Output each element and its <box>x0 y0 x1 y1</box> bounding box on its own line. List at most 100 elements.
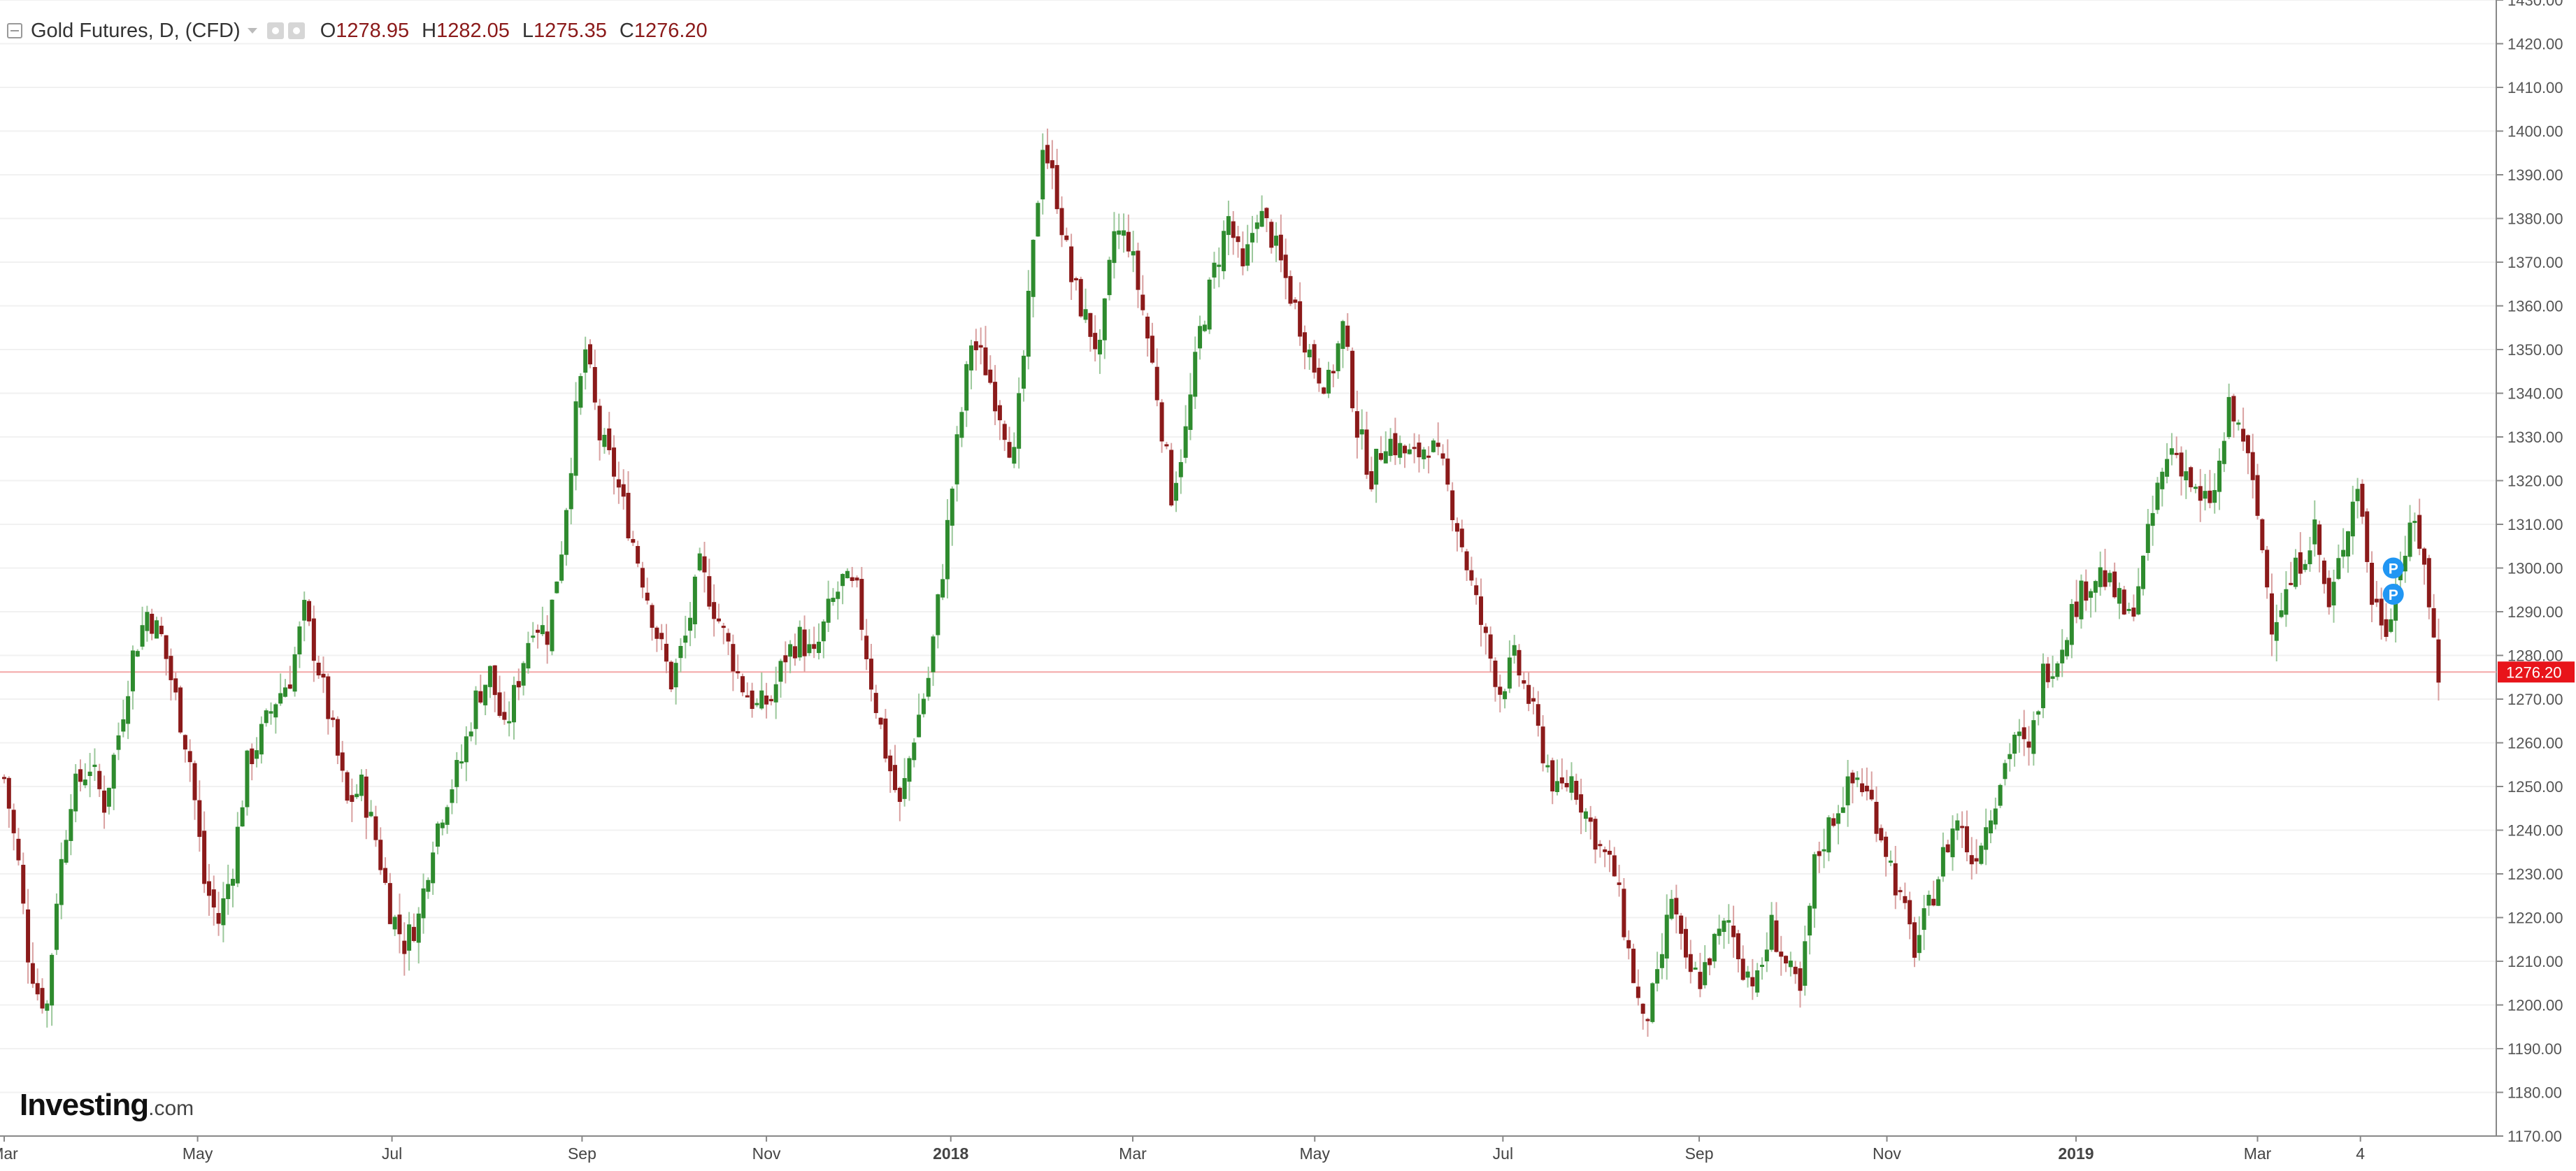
candle-body <box>1989 820 1994 834</box>
y-tick-label: 1190.00 <box>2507 1040 2562 1058</box>
candle-body <box>1050 160 1054 168</box>
symbol-title[interactable]: Gold Futures, D, (CFD) <box>31 19 241 42</box>
close-icon[interactable] <box>287 22 305 39</box>
candle-body <box>2360 484 2365 517</box>
candle-body <box>2284 589 2289 615</box>
candle-body <box>564 510 568 555</box>
candle-body <box>997 405 1002 421</box>
candle-body <box>516 681 521 688</box>
chevron-down-icon[interactable] <box>247 28 257 34</box>
candle-body <box>50 954 55 1006</box>
candle-body <box>2179 452 2184 477</box>
candle-body <box>255 750 259 759</box>
candle-body <box>1422 449 1426 459</box>
candle-body <box>492 665 497 696</box>
candle-body <box>1817 851 1822 856</box>
candle-body <box>11 810 16 833</box>
candle-body <box>2008 754 2012 759</box>
candle-body <box>1774 920 1779 952</box>
candle-body <box>2217 460 2222 492</box>
candle-body <box>1112 231 1117 264</box>
candle-body <box>464 736 468 763</box>
candle-body <box>817 641 822 654</box>
candle-body <box>1922 908 1926 931</box>
y-tick-label: 1260.00 <box>2507 735 2563 752</box>
candle-body <box>1164 444 1169 447</box>
candle-body <box>1884 836 1889 857</box>
candle-body <box>1240 248 1245 266</box>
candle-body <box>269 711 273 714</box>
candle-body <box>2031 720 2036 754</box>
candle-body <box>716 618 721 622</box>
settings-icon[interactable] <box>266 22 284 39</box>
candle-body <box>1603 849 1608 852</box>
candle-body <box>1722 920 1726 933</box>
candle-body <box>35 983 40 995</box>
candle-body <box>407 924 412 951</box>
candle-body <box>2012 734 2017 754</box>
candle-body <box>1026 290 1031 357</box>
candle-body <box>1759 965 1764 968</box>
candle-body <box>1779 951 1784 957</box>
candle-body <box>211 889 216 908</box>
candle-body <box>612 447 617 477</box>
x-tick-label: Nov <box>1873 1144 1901 1163</box>
candle-body <box>2255 475 2260 516</box>
candle-body <box>1340 321 1345 349</box>
candle-body <box>659 633 664 640</box>
candle-body <box>392 917 397 930</box>
candle-body <box>664 643 669 662</box>
candle-body <box>954 434 959 484</box>
candle-body <box>1331 371 1336 374</box>
candle-body <box>1454 523 1459 532</box>
investing-logo[interactable]: Investing.com <box>20 1088 194 1123</box>
candle-body <box>307 601 312 622</box>
candle-body <box>597 405 602 440</box>
candle-body <box>1664 914 1669 959</box>
candle-body <box>1583 811 1588 819</box>
collapse-icon[interactable] <box>7 23 22 38</box>
candle-body <box>1126 231 1131 252</box>
candle-body <box>45 1003 50 1011</box>
candle-body <box>1445 458 1450 485</box>
candle-body <box>335 719 340 756</box>
candle-body <box>1222 231 1226 271</box>
candle-body <box>1545 765 1550 768</box>
candle-body <box>1669 898 1674 919</box>
candle-body <box>826 598 831 623</box>
candle-body <box>1374 448 1379 485</box>
candle-body <box>1950 828 1955 858</box>
candle-body <box>226 884 231 900</box>
candle-body <box>1617 882 1622 885</box>
close-label: C <box>619 19 634 42</box>
candle-body <box>350 795 355 803</box>
candle-body <box>2189 467 2194 487</box>
candle-body <box>2312 519 2317 545</box>
x-tick-label: May <box>183 1144 213 1163</box>
candle-body <box>331 717 336 720</box>
candle-body <box>16 838 21 861</box>
candle-body <box>2121 589 2126 615</box>
candle-body <box>1479 596 1484 625</box>
candle-body <box>2407 522 2412 557</box>
candle-body <box>1288 275 1293 304</box>
candle-body <box>140 625 145 647</box>
candle-body <box>1393 433 1398 456</box>
candle-body <box>240 807 245 827</box>
candle-body <box>1745 971 1750 978</box>
candle-body <box>483 684 488 705</box>
price-badge-label: 1276.20 <box>2506 663 2562 681</box>
candle-body <box>1869 789 1874 800</box>
candle-body <box>387 883 392 924</box>
candle-body <box>1136 250 1140 290</box>
candle-body <box>1122 230 1126 236</box>
candle-body <box>1159 402 1164 442</box>
candle-body <box>2131 608 2136 617</box>
candle-body <box>497 692 502 716</box>
candle-body <box>235 826 240 884</box>
candle-body <box>1117 230 1122 235</box>
y-tick-label: 1180.00 <box>2507 1084 2562 1102</box>
candle-body <box>2260 519 2265 551</box>
